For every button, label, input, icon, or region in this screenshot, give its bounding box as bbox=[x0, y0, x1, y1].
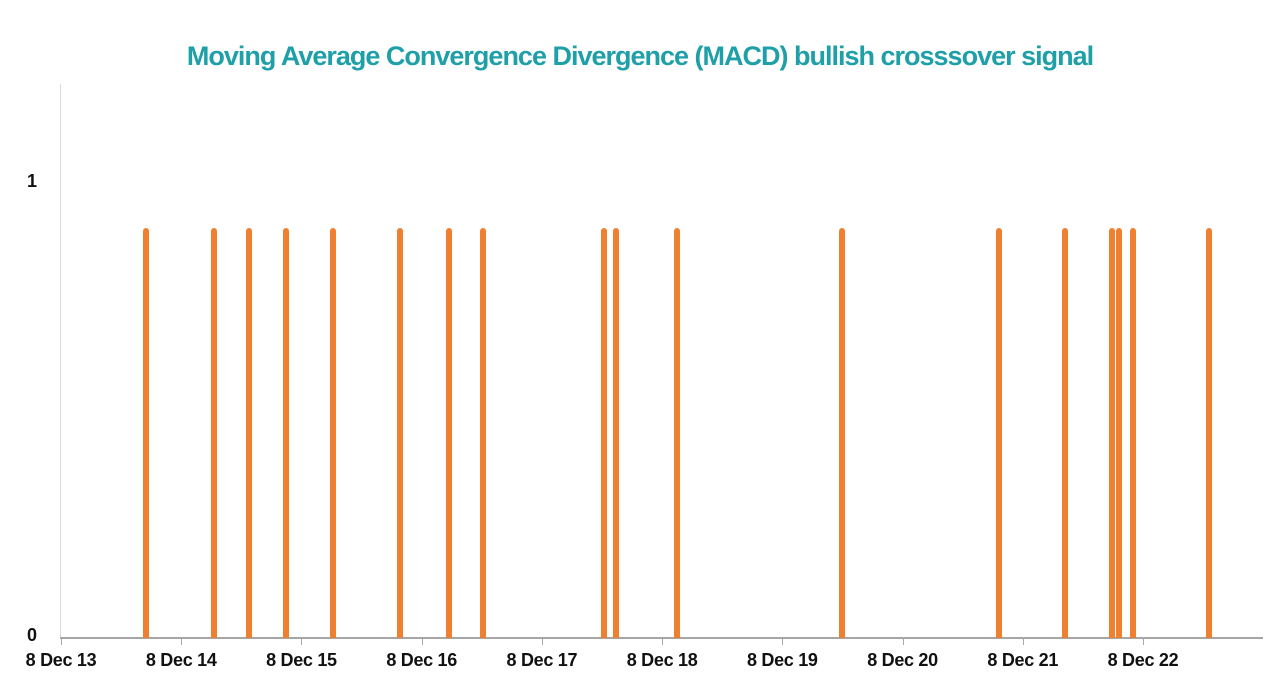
y-tick-label: 0 bbox=[26, 625, 37, 645]
x-tick-label: 8 Dec 15 bbox=[266, 650, 337, 670]
signal-bar bbox=[601, 228, 608, 638]
x-tick-mark bbox=[421, 639, 423, 645]
x-tick-label: 8 Dec 16 bbox=[386, 650, 457, 670]
x-tick-label: 8 Dec 17 bbox=[506, 650, 578, 670]
signal-bar bbox=[446, 228, 453, 638]
chart-title: Moving Average Convergence Divergence (M… bbox=[186, 41, 1094, 71]
signal-bar bbox=[839, 228, 846, 638]
x-axis-line bbox=[60, 637, 1263, 639]
signal-bar bbox=[143, 228, 150, 638]
x-tick-label: 8 Dec 22 bbox=[1107, 650, 1179, 670]
signal-bar bbox=[1108, 228, 1115, 638]
signal-bar bbox=[329, 228, 336, 638]
x-tick-mark bbox=[181, 639, 183, 645]
signal-bar bbox=[282, 228, 289, 638]
x-tick-label: 8 Dec 13 bbox=[25, 650, 97, 670]
signal-bar bbox=[673, 228, 680, 638]
x-tick-label: 8 Dec 19 bbox=[746, 650, 818, 670]
signal-bar bbox=[995, 228, 1002, 638]
x-tick-mark bbox=[61, 639, 62, 645]
x-tick-label: 8 Dec 21 bbox=[987, 650, 1059, 670]
signal-bar bbox=[1206, 228, 1213, 638]
x-tick-mark bbox=[541, 639, 543, 645]
signal-bar bbox=[479, 228, 486, 638]
signal-bar bbox=[1130, 228, 1137, 638]
signal-bar bbox=[397, 228, 404, 638]
signal-bar bbox=[1115, 228, 1122, 638]
x-tick-mark bbox=[782, 639, 784, 645]
x-tick-mark bbox=[662, 639, 664, 645]
y-axis-line bbox=[60, 84, 61, 638]
signal-bar bbox=[613, 228, 620, 638]
x-tick-label: 8 Dec 14 bbox=[145, 650, 217, 670]
x-tick-label: 8 Dec 20 bbox=[867, 650, 938, 670]
x-tick-mark bbox=[1142, 639, 1144, 645]
signal-bar bbox=[245, 228, 252, 638]
x-tick-mark bbox=[902, 639, 904, 645]
y-tick-label: 1 bbox=[26, 171, 37, 191]
x-tick-mark bbox=[1022, 639, 1024, 645]
x-tick-label: 8 Dec 18 bbox=[626, 650, 698, 670]
x-tick-mark bbox=[301, 639, 303, 645]
signal-bar bbox=[210, 228, 217, 638]
signal-bar bbox=[1061, 228, 1068, 638]
